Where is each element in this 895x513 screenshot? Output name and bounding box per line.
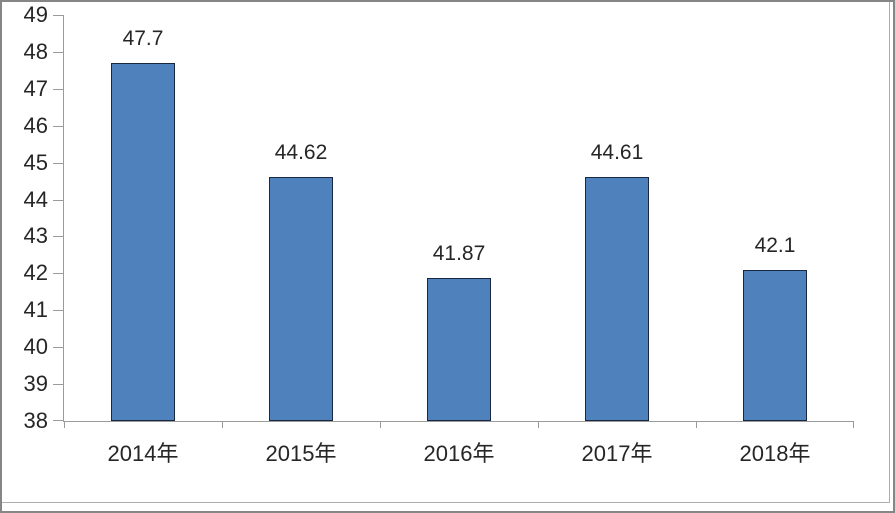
y-axis-tick — [53, 126, 63, 127]
x-axis-tick — [222, 421, 223, 428]
y-axis-tick — [53, 273, 63, 274]
bar-2014年 — [111, 63, 175, 421]
x-axis-tick — [696, 421, 697, 428]
y-axis-tick — [53, 200, 63, 201]
y-axis-tick-label: 46 — [23, 113, 48, 138]
x-axis-tick-label: 2014年 — [107, 441, 179, 466]
y-axis-tick — [53, 310, 63, 311]
x-axis-tick-label: 2015年 — [265, 441, 337, 466]
y-axis-tick — [53, 163, 63, 164]
bar-2015年 — [269, 176, 333, 421]
x-axis-tick-label: 2016年 — [423, 441, 495, 466]
bar-value-label: 44.61 — [590, 141, 644, 164]
plot-area: 49 48 47 46 45 44 43 42 41 40 39 38 47.7 2014年 44.62 20… — [24, 2, 854, 466]
y-axis-tick — [53, 15, 63, 16]
y-axis-tick-label: 40 — [23, 334, 48, 359]
y-axis-tick-label: 41 — [23, 297, 48, 322]
y-axis-tick-label: 43 — [23, 223, 48, 248]
x-axis-tick — [853, 421, 854, 428]
bar-value-label: 42.1 — [754, 233, 796, 257]
bar-2017年 — [585, 177, 649, 421]
y-axis-tick-label: 38 — [23, 408, 48, 433]
y-axis-line — [63, 15, 64, 422]
bar-value-label: 41.87 — [432, 242, 486, 266]
y-axis-tick-label: 45 — [23, 150, 48, 175]
bar-2018年 — [743, 269, 807, 421]
y-axis-tick-label: 47 — [23, 76, 48, 101]
y-axis-tick — [53, 420, 63, 421]
x-axis-tick — [64, 421, 65, 428]
y-axis-tick-label: 42 — [23, 260, 48, 285]
x-axis-line — [63, 421, 854, 422]
y-axis-tick-label: 48 — [23, 39, 48, 64]
bar-value-label: 47.7 — [122, 27, 164, 50]
y-axis-tick — [53, 347, 63, 348]
y-axis-tick — [53, 52, 63, 53]
y-axis-tick-label: 39 — [23, 371, 48, 396]
chart-object: 49 48 47 46 45 44 43 42 41 40 39 38 47.7 2014年 44.62 20… — [2, 2, 890, 503]
y-axis-tick — [53, 384, 63, 385]
y-axis-tick — [53, 236, 63, 237]
bar-value-label: 44.62 — [274, 140, 328, 164]
x-axis-tick-label: 2018年 — [739, 441, 811, 466]
y-axis-tick-label: 44 — [23, 187, 48, 212]
bar-2016年 — [427, 278, 491, 421]
x-axis-tick — [380, 421, 381, 428]
x-axis-tick-label: 2017年 — [581, 441, 653, 466]
y-axis-tick-label: 49 — [23, 2, 48, 27]
x-axis-tick — [538, 421, 539, 428]
y-axis-tick — [53, 89, 63, 90]
